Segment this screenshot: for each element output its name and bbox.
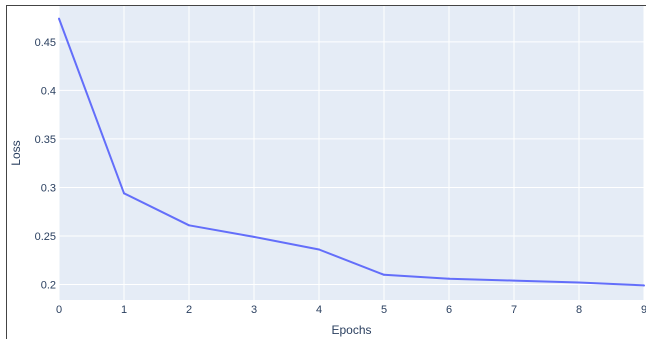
data-point (318, 248, 320, 251)
data-point (578, 281, 580, 284)
x-tick-label: 8 (576, 304, 582, 316)
data-point (123, 192, 125, 195)
plot-area (59, 6, 644, 300)
x-tick-label: 3 (251, 304, 257, 316)
x-tick-label: 0 (56, 304, 62, 316)
grid-lines (58, 6, 645, 300)
x-tick-label: 1 (121, 304, 127, 316)
x-axis-title: Epochs (331, 323, 371, 337)
y-tick-label: 0.25 (35, 231, 56, 243)
y-tick-label: 0.45 (35, 37, 56, 49)
data-point (643, 284, 645, 287)
data-point (448, 277, 450, 280)
data-point (383, 273, 385, 276)
x-tick-label: 5 (381, 304, 387, 316)
x-tick-label: 4 (316, 304, 322, 316)
data-point (513, 279, 515, 282)
x-tick-labels: 0 1 2 3 4 5 6 7 8 9 (56, 304, 646, 316)
x-tick-label: 9 (641, 304, 646, 316)
y-tick-label: 0.4 (41, 85, 56, 97)
y-tick-labels: 0.2 0.25 0.3 0.35 0.4 0.45 (35, 37, 56, 292)
data-point (58, 17, 60, 20)
x-tick-label: 7 (511, 304, 517, 316)
data-point (188, 224, 190, 227)
y-tick-label: 0.2 (41, 279, 56, 291)
loss-series-line (58, 18, 645, 287)
x-tick-label: 6 (446, 304, 452, 316)
y-axis-title: Loss (9, 140, 23, 165)
data-point (253, 235, 255, 238)
data-points (58, 17, 645, 287)
y-tick-label: 0.3 (41, 182, 56, 194)
y-tick-label: 0.35 (35, 134, 56, 146)
x-tick-label: 2 (186, 304, 192, 316)
